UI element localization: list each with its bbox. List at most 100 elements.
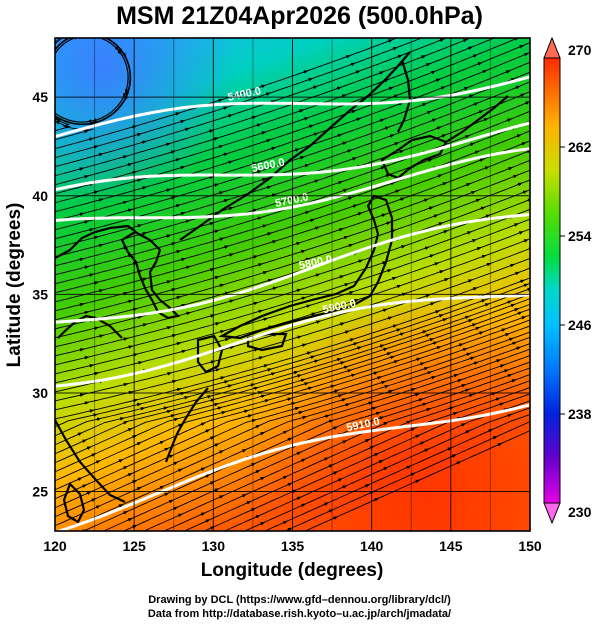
wind-arrow xyxy=(243,409,249,414)
wind-arrow xyxy=(127,299,133,304)
wind-arrow xyxy=(500,328,507,332)
wind-arrow xyxy=(213,402,219,407)
wind-arrow xyxy=(78,212,85,216)
wind-arrow xyxy=(224,291,230,296)
wind-arrow xyxy=(78,167,85,171)
wind-arrow xyxy=(415,479,421,484)
wind-arrow xyxy=(82,575,87,577)
wind-arrow xyxy=(209,398,216,402)
wind-arrow xyxy=(87,537,92,539)
wind-arrow xyxy=(348,243,354,248)
wind-arrow xyxy=(127,208,133,213)
wind-arrow xyxy=(352,204,358,208)
wind-arrow xyxy=(506,118,512,123)
wind-arrow xyxy=(428,206,434,210)
wind-arrow xyxy=(397,54,403,59)
wind-arrow xyxy=(383,421,389,426)
wind-arrow xyxy=(313,359,319,364)
y-tick-label: 45 xyxy=(32,89,48,105)
wind-arrow xyxy=(218,237,225,241)
wind-arrow xyxy=(229,345,235,350)
wind-arrow xyxy=(49,34,53,38)
wind-arrow xyxy=(304,163,310,168)
wind-arrow xyxy=(395,328,402,332)
wind-arrow xyxy=(430,70,436,75)
wind-arrow xyxy=(96,551,101,553)
wind-arrow xyxy=(336,357,342,362)
wind-arrow xyxy=(492,435,498,440)
wind-arrow xyxy=(49,33,53,36)
wind-arrow xyxy=(223,199,229,203)
colorbar-max-triangle xyxy=(543,36,561,59)
wind-arrow xyxy=(483,117,489,122)
wind-arrow xyxy=(77,432,83,437)
wind-arrow xyxy=(521,141,527,146)
wind-arrow xyxy=(438,270,445,274)
wind-arrow xyxy=(520,316,527,320)
coastline-kurils xyxy=(445,95,509,143)
wind-arrow xyxy=(512,174,518,179)
wind-arrow xyxy=(337,478,343,482)
wind-arrow xyxy=(430,375,437,380)
coastline-taiwan xyxy=(62,482,86,524)
coastline-hokkaido xyxy=(380,134,448,180)
streamline xyxy=(55,38,398,150)
wind-arrow xyxy=(477,61,483,66)
wind-arrow xyxy=(312,85,319,90)
wind-arrow xyxy=(467,46,473,50)
wind-arrow xyxy=(484,303,490,307)
wind-arrow xyxy=(251,162,258,166)
wind-arrow xyxy=(159,485,165,490)
wind-arrow xyxy=(457,378,463,383)
wind-arrow xyxy=(309,355,316,359)
wind-arrow xyxy=(349,338,355,342)
wind-arrow xyxy=(294,148,300,152)
wind-arrow xyxy=(300,503,307,508)
wind-arrow xyxy=(421,402,428,407)
wind-arrow xyxy=(353,299,359,303)
wind-arrow xyxy=(168,454,174,459)
wind-arrow xyxy=(509,263,516,268)
wind-arrow xyxy=(170,288,177,292)
wind-arrow xyxy=(399,197,406,201)
wind-arrow xyxy=(338,228,344,232)
wind-arrow xyxy=(266,368,273,372)
wind-arrow xyxy=(262,271,268,275)
wind-arrow xyxy=(179,119,186,124)
wind-arrow xyxy=(34,64,35,69)
wind-arrow xyxy=(364,438,371,443)
wind-arrow xyxy=(526,150,530,154)
wind-arrow xyxy=(166,280,172,284)
wind-arrow xyxy=(435,78,441,83)
wind-arrow xyxy=(88,137,94,141)
wind-arrow xyxy=(251,115,257,120)
wind-arrow xyxy=(396,284,402,289)
wind-arrow xyxy=(313,179,320,184)
wind-arrow xyxy=(290,402,296,406)
wind-arrow xyxy=(467,319,474,323)
wind-arrow xyxy=(166,409,172,414)
wind-arrow xyxy=(373,452,380,457)
wind-arrow xyxy=(47,33,51,37)
wind-arrow xyxy=(389,181,396,186)
wind-arrow xyxy=(420,55,427,59)
wind-arrow xyxy=(480,206,486,211)
wind-arrow xyxy=(171,333,177,338)
wind-arrow xyxy=(265,92,271,96)
wind-arrow xyxy=(523,239,529,243)
streamline xyxy=(55,71,530,231)
wind-arrow xyxy=(252,208,258,213)
wind-arrow xyxy=(424,448,430,453)
colorbar-tick-label: 270 xyxy=(568,42,592,58)
wind-arrow xyxy=(206,395,212,399)
wind-arrow xyxy=(185,219,191,224)
wind-arrow xyxy=(164,538,169,540)
streamline xyxy=(55,38,61,44)
wind-arrow xyxy=(451,454,457,458)
wind-arrow xyxy=(298,109,305,113)
wind-arrow xyxy=(398,149,405,154)
wind-arrow xyxy=(200,512,206,516)
wind-arrow xyxy=(83,129,90,134)
wind-arrow xyxy=(263,364,269,368)
